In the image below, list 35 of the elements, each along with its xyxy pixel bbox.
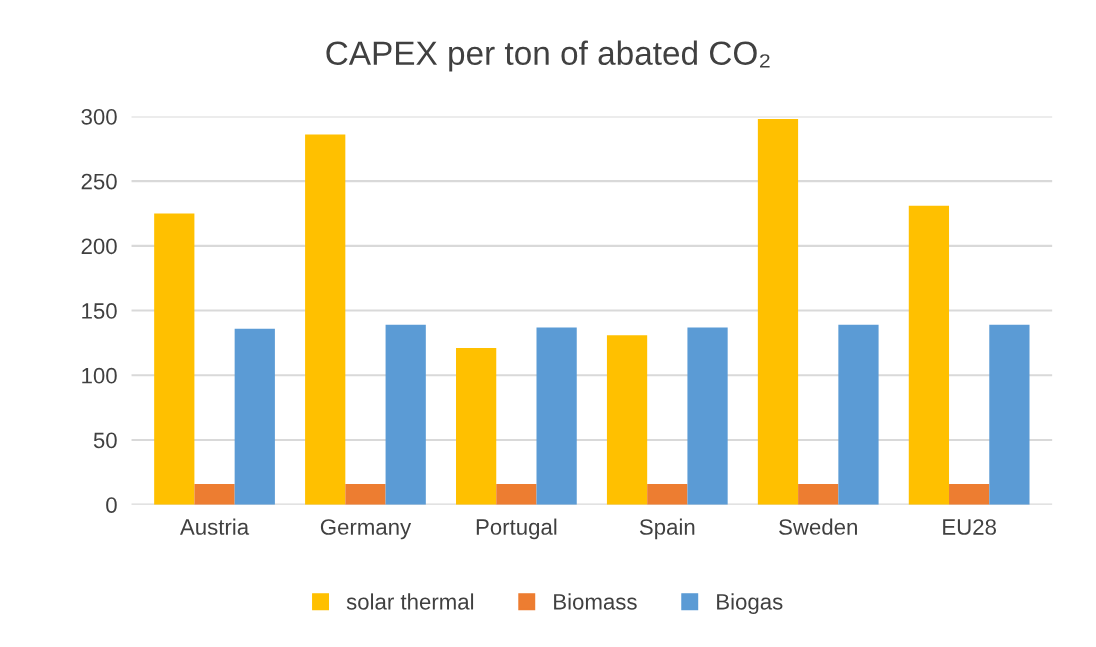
bar <box>647 483 688 505</box>
bar <box>385 324 426 505</box>
x-tick-label: EU28 <box>943 519 996 535</box>
bar <box>798 483 839 505</box>
x-tick-label: Germany <box>320 519 412 540</box>
bar <box>838 324 879 505</box>
bar <box>757 119 799 505</box>
y-tick-label: 200 <box>81 238 117 255</box>
bar <box>908 205 950 505</box>
y-tick-label: 150 <box>82 303 117 319</box>
bar <box>345 483 386 505</box>
bar <box>305 134 346 505</box>
x-tick-label: Spain <box>639 518 695 540</box>
y-tick-label: 300 <box>81 108 117 125</box>
x-tick-label: Portugal <box>476 518 557 540</box>
chart-title: CAPEX per ton of abated CO₂ <box>326 40 770 72</box>
bar <box>154 213 195 505</box>
legend-label: Biogas <box>717 593 783 615</box>
y-tick-label: 100 <box>82 367 117 384</box>
y-tick-label: 0 <box>106 497 117 513</box>
y-tick-label: 50 <box>93 432 117 449</box>
bar <box>989 324 1030 505</box>
y-tick-label: 250 <box>81 173 117 190</box>
x-tick-label: Austria <box>179 518 250 535</box>
bar <box>456 348 497 505</box>
bar <box>194 483 235 505</box>
legend-label: solar thermal <box>346 593 474 610</box>
bar <box>949 483 990 505</box>
bar <box>687 327 728 505</box>
bar <box>536 327 577 505</box>
bar <box>606 335 648 505</box>
legend-label: Biomass <box>554 593 637 610</box>
bar <box>234 328 275 505</box>
x-tick-label: Sweden <box>779 518 857 535</box>
bar <box>496 483 537 505</box>
